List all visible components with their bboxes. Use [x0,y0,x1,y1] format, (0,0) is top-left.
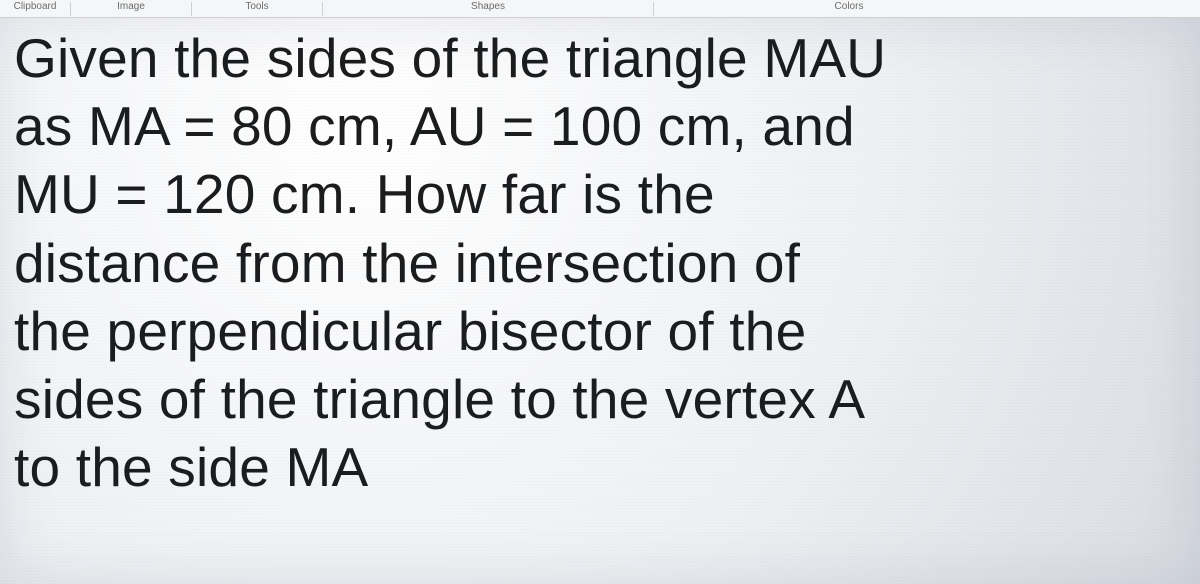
text-line: to the side MA [14,433,1186,501]
ribbon-group-tools[interactable]: Tools [192,1,322,12]
ribbon-group-shapes[interactable]: Shapes [323,1,653,12]
ribbon-group-clipboard[interactable]: Clipboard [0,1,70,12]
text-line: as MA = 80 cm, AU = 100 cm, and [14,92,1186,160]
text-line: sides of the triangle to the vertex A [14,365,1186,433]
ribbon-group-labels: Clipboard Image Tools Shapes Colors [0,0,1200,18]
paint-window: Clipboard Image Tools Shapes Colors Give… [0,0,1200,584]
text-line: MU = 120 cm. How far is the [14,160,1186,228]
canvas-area[interactable]: Given the sides of the triangle MAU as M… [0,18,1200,584]
text-line: the perpendicular bisector of the [14,297,1186,365]
text-line: distance from the intersection of [14,229,1186,297]
text-line: Given the sides of the triangle MAU [14,24,1186,92]
ribbon-group-colors[interactable]: Colors [654,1,1044,12]
problem-text: Given the sides of the triangle MAU as M… [14,24,1186,501]
ribbon-group-image[interactable]: Image [71,1,191,12]
